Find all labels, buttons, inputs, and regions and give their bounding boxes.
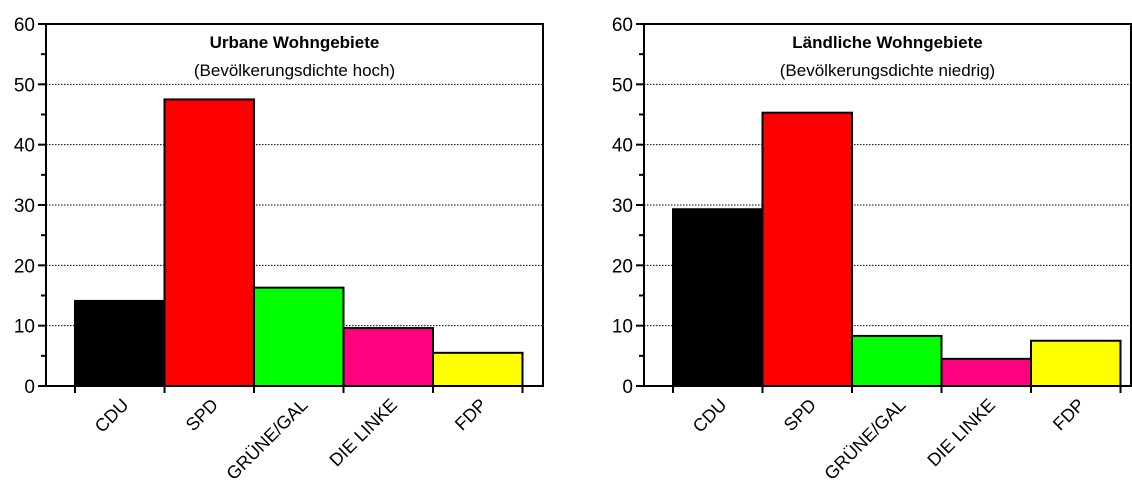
bar-spd	[761, 111, 853, 387]
x-category-label: FDP	[451, 395, 491, 435]
y-tick-label: 30	[14, 196, 35, 217]
x-category-label: CDU	[91, 395, 133, 437]
bar-fdp	[432, 351, 524, 388]
x-category-label: GRÜNE/GAL	[820, 395, 909, 484]
chart-subtitle: (Bevölkerungsdichte niedrig)	[780, 61, 995, 80]
x-category-label: DIE LINKE	[923, 395, 999, 471]
y-tick-label: 20	[14, 256, 35, 277]
x-category-label: CDU	[689, 395, 731, 437]
bar-spd	[163, 98, 255, 388]
x-category-label: DIE LINKE	[325, 395, 401, 471]
x-category-label: FDP	[1049, 395, 1089, 435]
bar-fdp	[1030, 339, 1122, 387]
chart-2: 0 10 20 30 40 50 60 CDU SPD GRÜNE/GAL DIE LINKE FDP…	[612, 15, 1132, 484]
bar-gr-ne-gal	[253, 286, 345, 388]
x-category-label: GRÜNE/GAL	[222, 395, 311, 484]
chart-subtitle: (Bevölkerungsdichte hoch)	[194, 61, 395, 80]
y-tick-label: 60	[612, 15, 633, 36]
y-tick-label: 10	[612, 317, 633, 338]
chart-title: Urbane Wohngebiete	[210, 33, 380, 52]
y-tick-label: 0	[24, 377, 35, 398]
y-tick-label: 0	[622, 377, 633, 398]
x-category-label: SPD	[182, 395, 222, 435]
chart-title: Ländliche Wohngebiete	[792, 33, 982, 52]
y-tick-label: 40	[612, 136, 633, 157]
y-tick-label: 50	[612, 75, 633, 96]
bar-die-linke	[342, 327, 434, 387]
bar-cdu	[672, 208, 764, 387]
y-tick-label: 10	[14, 317, 35, 338]
y-tick-label: 40	[14, 136, 35, 157]
y-tick-label: 50	[14, 75, 35, 96]
bar-cdu	[74, 299, 166, 387]
y-tick-label: 20	[612, 256, 633, 277]
x-category-label: SPD	[780, 395, 820, 435]
bar-die-linke	[940, 357, 1032, 388]
y-tick-label: 30	[612, 196, 633, 217]
y-tick-label: 60	[14, 15, 35, 36]
bar-gr-ne-gal	[851, 334, 943, 388]
chart-1: 0 10 20 30 40 50 60 CDU SPD GRÜNE/GAL DIE LINKE FDP…	[14, 15, 544, 484]
